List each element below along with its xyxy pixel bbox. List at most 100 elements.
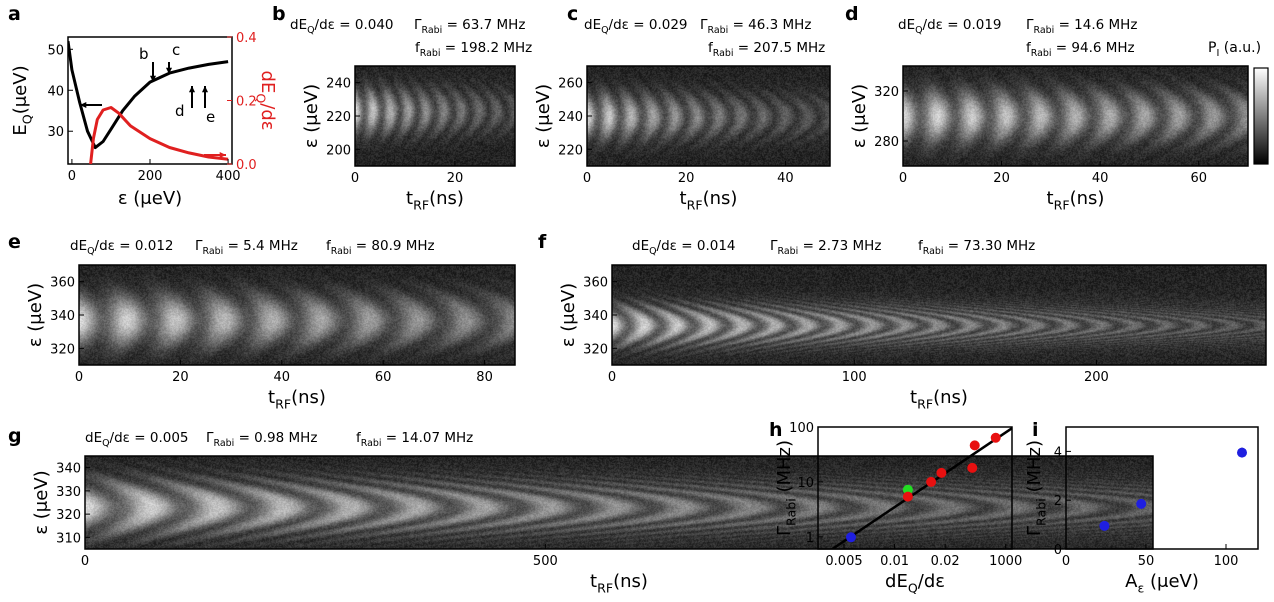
arrow-e-head [201, 86, 209, 93]
panel-letter-d: d [845, 3, 859, 25]
x-axis-label-e: tRF(ns) [268, 387, 326, 411]
y-tick-label-h: 1 [806, 531, 814, 546]
x-tick-label-f: 0 [608, 370, 616, 385]
colorbar-label: PI (a.u.) [1208, 40, 1261, 59]
heatmap-image-f [612, 265, 1266, 365]
x-tick-label-g: 1000 [989, 554, 1022, 569]
x-tick-label-i: 50 [1138, 554, 1155, 569]
heatmap-image-e [79, 265, 515, 365]
data-point [990, 432, 1001, 443]
x-tick-label-e: 80 [476, 370, 493, 385]
x-tick-label-e: 0 [75, 370, 83, 385]
panel-letter-h: h [769, 419, 783, 441]
y-tick-label-left-a: 30 [47, 125, 64, 140]
y-tick-label-e: 340 [50, 309, 75, 324]
y-tick-label-b: 240 [326, 77, 351, 92]
panel-letter-f: f [538, 231, 547, 253]
heatmap-image-b [355, 66, 515, 166]
arrow-c-head [165, 67, 173, 74]
y-tick-label-d: 320 [874, 85, 899, 100]
annotation-d: d [175, 102, 185, 120]
panel-h [817, 426, 1013, 550]
y-tick-label-c: 240 [558, 110, 583, 125]
colorbar-bar [1253, 67, 1269, 165]
x-tick-label-h: 0.02 [931, 554, 960, 569]
x-axis-label-c: tRF(ns) [680, 188, 738, 212]
y-axis-label-right-a: dEQ/dε [254, 71, 278, 131]
y-axis-label-f: ε (μeV) [558, 283, 579, 347]
panel-letter-e: e [8, 231, 21, 253]
header-derivative-c: dEQ/dε = 0.029 [584, 17, 688, 36]
header-frequency-d: fRabi = 94.6 MHz [1026, 40, 1135, 59]
x-tick-label-i: 0 [1062, 554, 1070, 569]
header-frequency-b: fRabi = 198.2 MHz [415, 40, 532, 59]
x-tick-label-c: 0 [583, 171, 591, 186]
x-axis-label-b: tRF(ns) [406, 188, 464, 212]
x-axis-label-g: tRF(ns) [590, 571, 648, 595]
panel-b [354, 65, 516, 167]
x-tick-label-c: 40 [777, 171, 794, 186]
x-tick-label-a: 200 [138, 169, 163, 184]
y-axis-label-h: ΓRabi (MHz) [774, 440, 798, 536]
y-tick-label-i: 0 [1054, 543, 1062, 558]
y-axis-label-d: ε (μeV) [849, 84, 870, 148]
panel-i-frame [1065, 426, 1259, 550]
x-tick-label-h: 0.005 [825, 554, 862, 569]
data-point [845, 532, 856, 543]
y-axis-label-g: ε (μeV) [31, 470, 52, 534]
y-tick-label-i: 4 [1054, 445, 1062, 460]
header-gamma-d: ΓRabi = 14.6 MHz [1026, 17, 1137, 36]
data-point [926, 476, 937, 487]
y-tick-label-left-a: 40 [47, 84, 64, 99]
annotation-b: b [139, 45, 149, 63]
y-tick-label-f: 360 [583, 276, 608, 291]
y-axis-label-i: ΓRabi (MHz) [1024, 440, 1048, 536]
header-gamma-g: ΓRabi = 0.98 MHz [206, 430, 317, 449]
y-tick-label-c: 260 [558, 77, 583, 92]
x-axis-label-h: dEQ/dε [885, 571, 945, 595]
y-tick-label-f: 320 [583, 342, 608, 357]
header-gamma-c: ΓRabi = 46.3 MHz [700, 17, 811, 36]
heatmap-image-d [903, 66, 1248, 166]
x-tick-label-d: 40 [1092, 171, 1109, 186]
panel-f [611, 264, 1267, 366]
y-tick-label-i: 2 [1054, 494, 1062, 509]
data-point [902, 491, 913, 502]
data-point [967, 462, 978, 473]
x-tick-label-e: 60 [375, 370, 392, 385]
data-point [936, 467, 947, 478]
x-tick-label-d: 0 [899, 171, 907, 186]
x-tick-label-h: 0.01 [880, 554, 909, 569]
x-tick-label-e: 40 [274, 370, 291, 385]
header-frequency-c: fRabi = 207.5 MHz [708, 40, 825, 59]
y-axis-label-left-a: EQ(μeV) [10, 65, 34, 135]
arrow-left-axis-head [80, 101, 87, 109]
heatmap-image-c [587, 66, 830, 166]
series-line-right [89, 106, 229, 164]
panel-a [67, 36, 233, 165]
panel-c [586, 65, 831, 167]
header-frequency-e: fRabi = 80.9 MHz [326, 238, 435, 257]
x-tick-label-a: 0 [68, 169, 76, 184]
x-axis-label-i: Aε (μeV) [1125, 571, 1199, 595]
y-tick-label-g: 310 [56, 531, 81, 546]
header-derivative-e: dEQ/dε = 0.012 [70, 238, 174, 257]
panel-letter-a: a [8, 3, 21, 25]
panel-letter-i: i [1032, 419, 1039, 441]
header-derivative-f: dEQ/dε = 0.014 [632, 238, 736, 257]
arrow-d-head [188, 86, 196, 93]
y-tick-label-g: 340 [56, 462, 81, 477]
y-tick-label-f: 340 [583, 309, 608, 324]
data-point [1136, 498, 1147, 509]
panel-h-frame [817, 426, 1013, 550]
x-tick-label-f: 100 [842, 370, 867, 385]
header-derivative-d: dEQ/dε = 0.019 [898, 17, 1002, 36]
x-axis-label-f: tRF(ns) [910, 387, 968, 411]
y-tick-label-e: 360 [50, 276, 75, 291]
x-tick-label-e: 20 [172, 370, 189, 385]
x-tick-label-c: 20 [678, 171, 695, 186]
x-tick-label-i: 100 [1214, 554, 1239, 569]
header-gamma-e: ΓRabi = 5.4 MHz [195, 238, 298, 257]
x-tick-label-b: 0 [351, 171, 359, 186]
